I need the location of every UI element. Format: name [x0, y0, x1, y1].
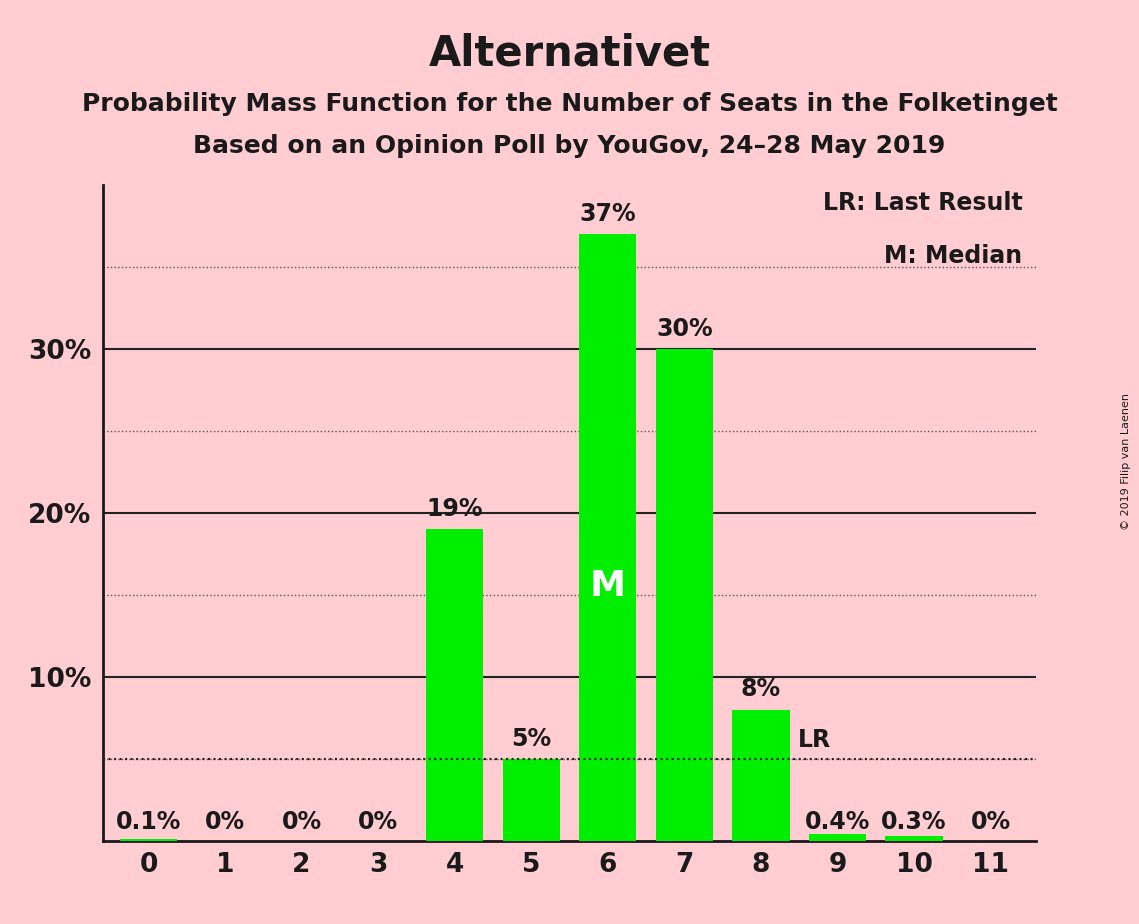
Text: LR: Last Result: LR: Last Result — [822, 191, 1023, 215]
Bar — [656, 348, 713, 841]
Text: 19%: 19% — [426, 497, 483, 521]
Text: 0.1%: 0.1% — [116, 810, 181, 834]
Text: 0%: 0% — [358, 810, 399, 834]
Text: 0%: 0% — [281, 810, 321, 834]
Text: 30%: 30% — [656, 317, 713, 341]
Text: Based on an Opinion Poll by YouGov, 24–28 May 2019: Based on an Opinion Poll by YouGov, 24–2… — [194, 134, 945, 158]
Bar — [579, 234, 637, 841]
Text: 0%: 0% — [205, 810, 245, 834]
Bar — [885, 836, 943, 841]
Bar — [426, 529, 483, 841]
Text: 8%: 8% — [740, 677, 781, 701]
Text: 0.4%: 0.4% — [805, 810, 870, 834]
Text: Probability Mass Function for the Number of Seats in the Folketinget: Probability Mass Function for the Number… — [82, 92, 1057, 116]
Text: 5%: 5% — [511, 726, 551, 750]
Text: M: M — [590, 569, 625, 603]
Text: 0%: 0% — [970, 810, 1010, 834]
Bar — [732, 710, 789, 841]
Text: LR: LR — [798, 728, 831, 752]
Bar — [502, 759, 560, 841]
Text: © 2019 Filip van Laenen: © 2019 Filip van Laenen — [1121, 394, 1131, 530]
Bar — [120, 839, 178, 841]
Bar — [809, 834, 866, 841]
Text: 37%: 37% — [580, 201, 636, 225]
Text: Alternativet: Alternativet — [428, 32, 711, 74]
Text: 0.3%: 0.3% — [882, 810, 947, 834]
Text: M: Median: M: Median — [884, 244, 1023, 268]
